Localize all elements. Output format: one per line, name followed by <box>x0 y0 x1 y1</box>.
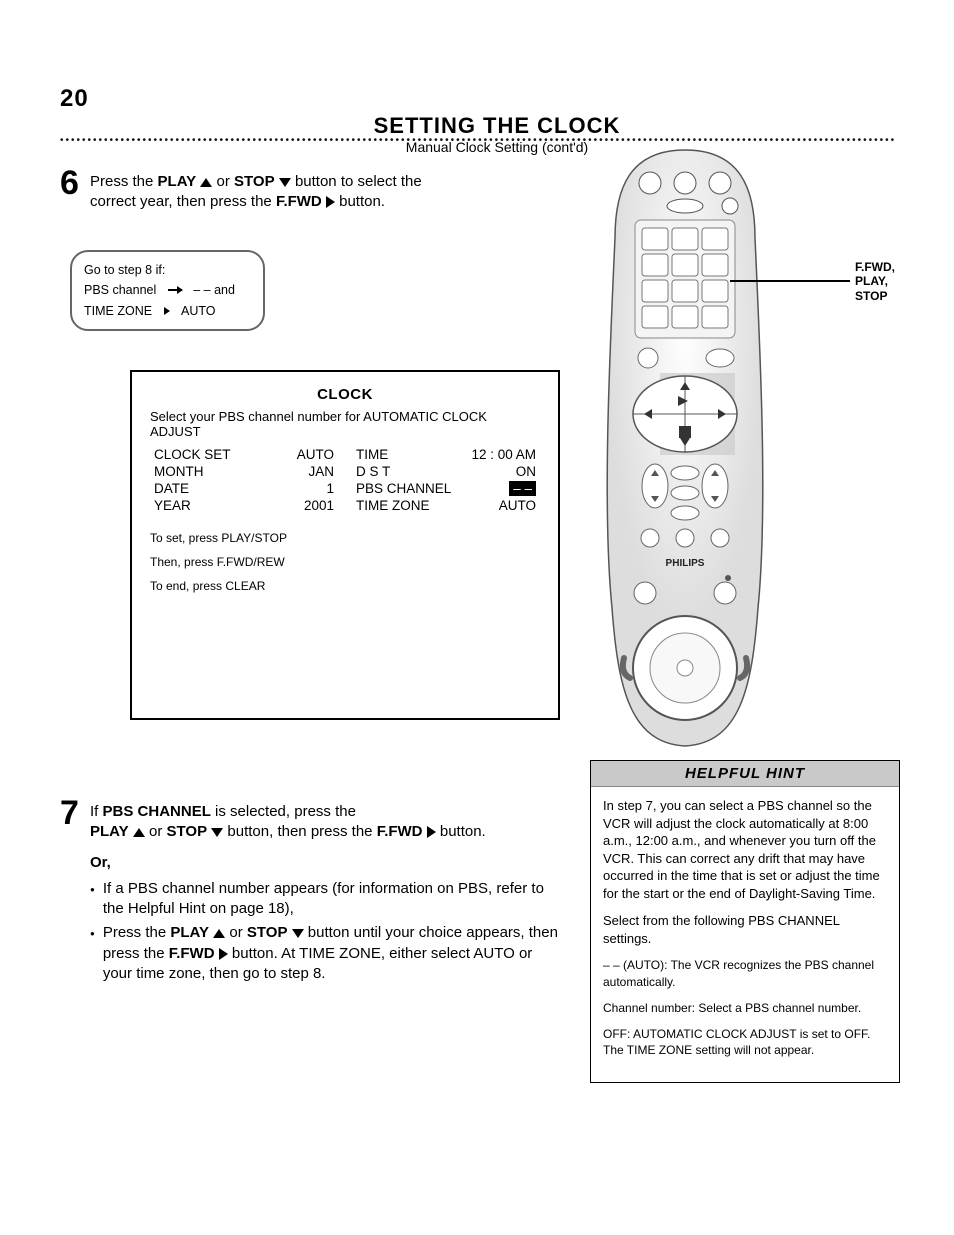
triangle-up-icon <box>133 828 145 837</box>
remote-illustration: PHILIPS <box>600 148 770 753</box>
triangle-up-icon <box>213 929 225 938</box>
helpful-hint-box: HELPFUL HINT In step 7, you can select a… <box>590 760 900 1083</box>
step-7-number: 7 <box>60 796 90 830</box>
svg-text:PHILIPS: PHILIPS <box>666 558 705 569</box>
triangle-up-icon <box>200 178 212 187</box>
note-line1: Go to step 8 if: <box>84 262 251 278</box>
step-6: 6 Press the PLAY or STOP button to selec… <box>60 166 560 213</box>
step-6-text: Press the PLAY or STOP button to select … <box>90 166 422 213</box>
arrow-right-icon <box>168 289 182 291</box>
or-label: Or, <box>90 853 560 873</box>
tip-heading: HELPFUL HINT <box>591 761 899 787</box>
page-number: 20 <box>60 85 89 112</box>
osd-hint2: Then, press F.FWD/REW <box>150 555 540 569</box>
osd-clock-screen: CLOCK Select your PBS channel number for… <box>130 370 560 720</box>
triangle-right-icon <box>326 196 335 208</box>
tip-p1: In step 7, you can select a PBS channel … <box>603 797 887 902</box>
tip-p2: Select from the following PBS CHANNEL se… <box>603 912 887 947</box>
osd-title: CLOCK <box>150 386 540 403</box>
step-7: 7 If PBS CHANNEL is selected, press the … <box>60 796 560 843</box>
triangle-right-icon <box>164 307 170 315</box>
callout-line <box>730 280 850 282</box>
triangle-right-icon <box>219 948 228 960</box>
step-7-text: If PBS CHANNEL is selected, press the PL… <box>90 796 486 843</box>
triangle-right-icon <box>427 826 436 838</box>
tip-s1: – – (AUTO): The VCR recognizes the PBS c… <box>603 957 887 989</box>
triangle-down-icon <box>279 178 291 187</box>
bullet-2: Press the PLAY or STOP button until your… <box>90 923 560 984</box>
osd-hint1: To set, press PLAY/STOP <box>150 531 540 545</box>
triangle-down-icon <box>292 929 304 938</box>
triangle-down-icon <box>211 828 223 837</box>
callout-label: F.FWD, PLAY, STOP <box>855 260 915 303</box>
bullet-1: If a PBS channel number appears (for inf… <box>90 879 560 920</box>
osd-instruction: Select your PBS channel number for AUTOM… <box>150 409 540 439</box>
section-subtitle: Manual Clock Setting (cont'd) <box>100 139 894 155</box>
goto-step8-note: Go to step 8 if: PBS channel – – and TIM… <box>70 250 265 331</box>
osd-hint3: To end, press CLEAR <box>150 579 540 593</box>
tip-s2: Channel number: Select a PBS channel num… <box>603 1000 887 1016</box>
tip-s3: OFF: AUTOMATIC CLOCK ADJUST is set to OF… <box>603 1026 887 1058</box>
step-6-number: 6 <box>60 166 90 200</box>
divider-dots: ••••••••••••••••••••••••••••••••••••••••… <box>60 135 894 141</box>
osd-settings-grid: CLOCK SETAUTO TIME12 : 00 AM MONTHJAN D … <box>150 447 540 513</box>
